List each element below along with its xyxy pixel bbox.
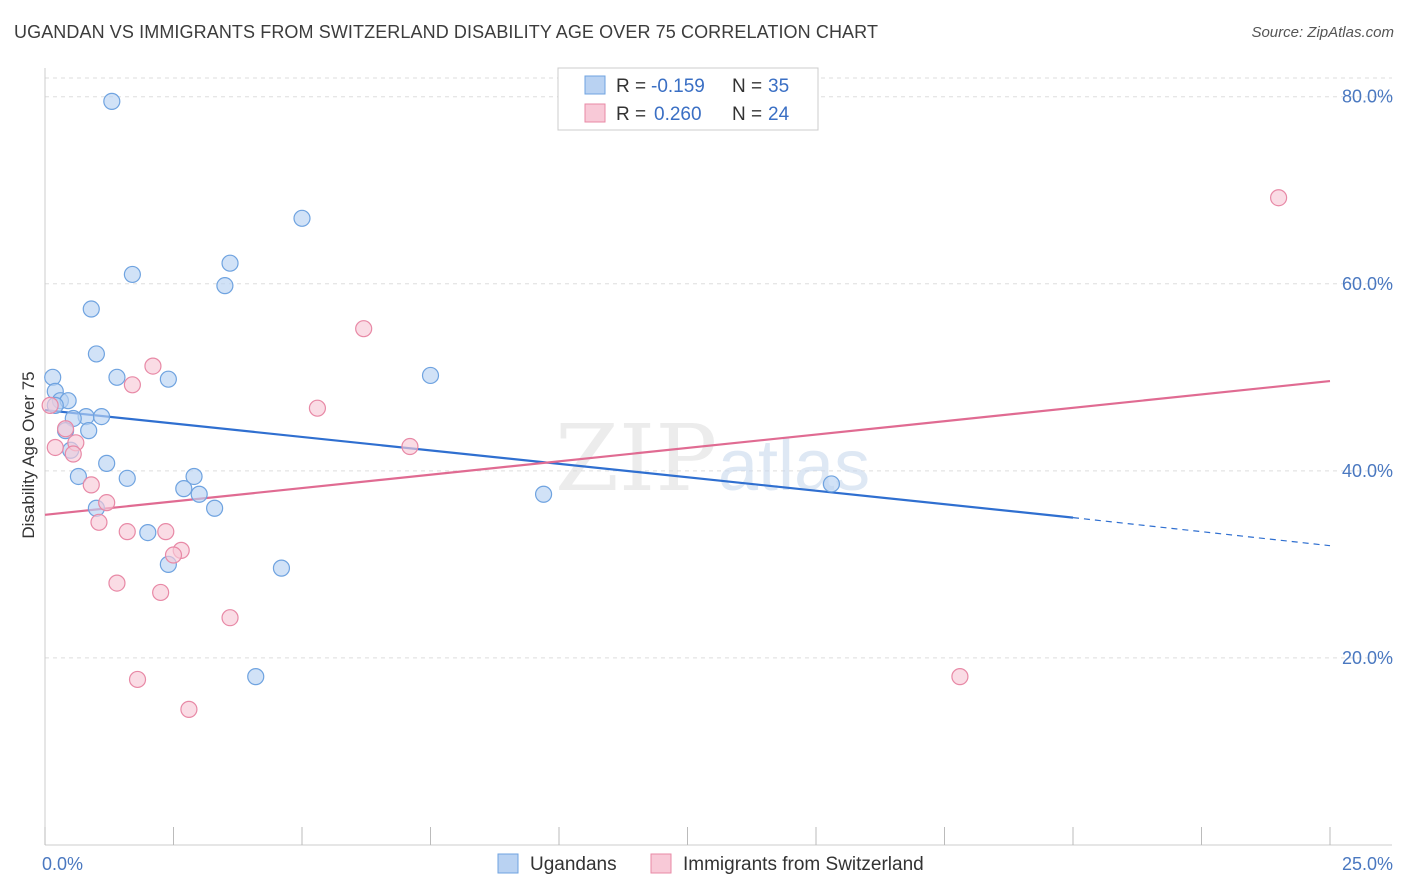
point-ugandans	[80, 422, 98, 440]
series-name-switzerland: Immigrants from Switzerland	[683, 854, 924, 875]
data-points	[41, 92, 1288, 718]
legend-swatch-switzerland	[584, 103, 606, 123]
y-tick-label: 40.0%	[1342, 461, 1393, 481]
point-ugandans	[206, 499, 224, 517]
point-switzerland	[64, 445, 82, 463]
trend-line-ugandans-extension	[1072, 517, 1331, 547]
y-tick-label: 60.0%	[1342, 274, 1393, 294]
y-axis-label: Disability Age Over 75	[19, 371, 38, 538]
trend-lines	[44, 379, 1331, 547]
point-switzerland	[118, 523, 136, 541]
point-ugandans	[221, 254, 239, 272]
point-ugandans	[190, 485, 208, 503]
series-swatch-switzerland	[650, 853, 672, 874]
point-switzerland	[221, 609, 239, 627]
y-tick-label: 80.0%	[1342, 87, 1393, 107]
point-ugandans	[185, 467, 203, 486]
point-switzerland	[401, 437, 419, 456]
point-switzerland	[164, 546, 183, 564]
x-tick-label: 25.0%	[1342, 854, 1393, 874]
point-switzerland	[951, 668, 969, 686]
point-ugandans	[421, 366, 440, 385]
point-switzerland	[46, 438, 64, 457]
legend-r-value-2: 0.260	[654, 104, 702, 125]
point-ugandans	[87, 345, 106, 363]
point-switzerland	[152, 583, 170, 602]
point-ugandans	[139, 523, 157, 542]
chart-source: Source: ZipAtlas.com	[1251, 24, 1394, 41]
point-ugandans	[175, 480, 193, 498]
point-switzerland	[108, 574, 126, 592]
legend-n-label-2: N =	[732, 104, 762, 125]
point-switzerland	[82, 476, 100, 494]
point-ugandans	[293, 209, 311, 227]
point-switzerland	[41, 396, 59, 414]
trend-line-ugandans	[44, 408, 1074, 519]
trend-line-switzerland	[44, 379, 1331, 516]
point-switzerland	[180, 700, 198, 718]
point-ugandans	[44, 368, 62, 386]
chart-title: UGANDAN VS IMMIGRANTS FROM SWITZERLAND D…	[14, 22, 879, 42]
point-switzerland	[1269, 189, 1288, 207]
point-ugandans	[216, 277, 234, 295]
point-ugandans	[108, 368, 126, 386]
legend-swatch-ugandans	[584, 75, 606, 95]
legend-n-value-2: 24	[768, 104, 790, 125]
point-switzerland	[144, 357, 162, 375]
point-switzerland	[123, 376, 141, 394]
point-ugandans	[92, 408, 111, 426]
point-ugandans	[82, 300, 100, 318]
legend-r-label-2: R =	[616, 104, 646, 125]
point-ugandans	[272, 559, 291, 577]
point-switzerland	[308, 399, 327, 417]
axes	[44, 68, 1392, 846]
point-ugandans	[69, 467, 88, 486]
legend-r-label-1: R =	[616, 76, 646, 97]
x-tick-label: 0.0%	[42, 854, 83, 874]
point-ugandans	[103, 92, 121, 110]
legend-n-value-1: 35	[768, 76, 789, 97]
x-tick-labels: 0.0% 25.0%	[42, 854, 1393, 874]
legend: R = -0.159 N = 35 R = 0.260 N = 24	[557, 67, 819, 131]
point-switzerland	[98, 494, 116, 512]
point-ugandans	[159, 370, 177, 388]
series-swatch-ugandans	[497, 853, 519, 874]
point-ugandans	[247, 668, 265, 686]
point-switzerland	[157, 523, 175, 541]
y-tick-labels: 20.0% 40.0% 60.0% 80.0%	[1342, 87, 1393, 668]
point-ugandans	[98, 454, 116, 472]
point-ugandans	[534, 485, 553, 503]
series-name-ugandans: Ugandans	[530, 854, 617, 875]
grid-lines	[45, 77, 1392, 659]
point-switzerland	[128, 670, 147, 689]
point-switzerland	[56, 420, 75, 438]
point-ugandans	[123, 265, 141, 284]
series-legend: Ugandans Immigrants from Switzerland	[497, 853, 924, 875]
point-ugandans	[822, 475, 841, 493]
legend-r-value-1: -0.159	[651, 76, 705, 97]
legend-n-label-1: N =	[732, 76, 762, 97]
point-ugandans	[118, 469, 136, 487]
y-tick-label: 20.0%	[1342, 648, 1393, 668]
point-switzerland	[90, 513, 108, 531]
point-switzerland	[355, 320, 373, 338]
